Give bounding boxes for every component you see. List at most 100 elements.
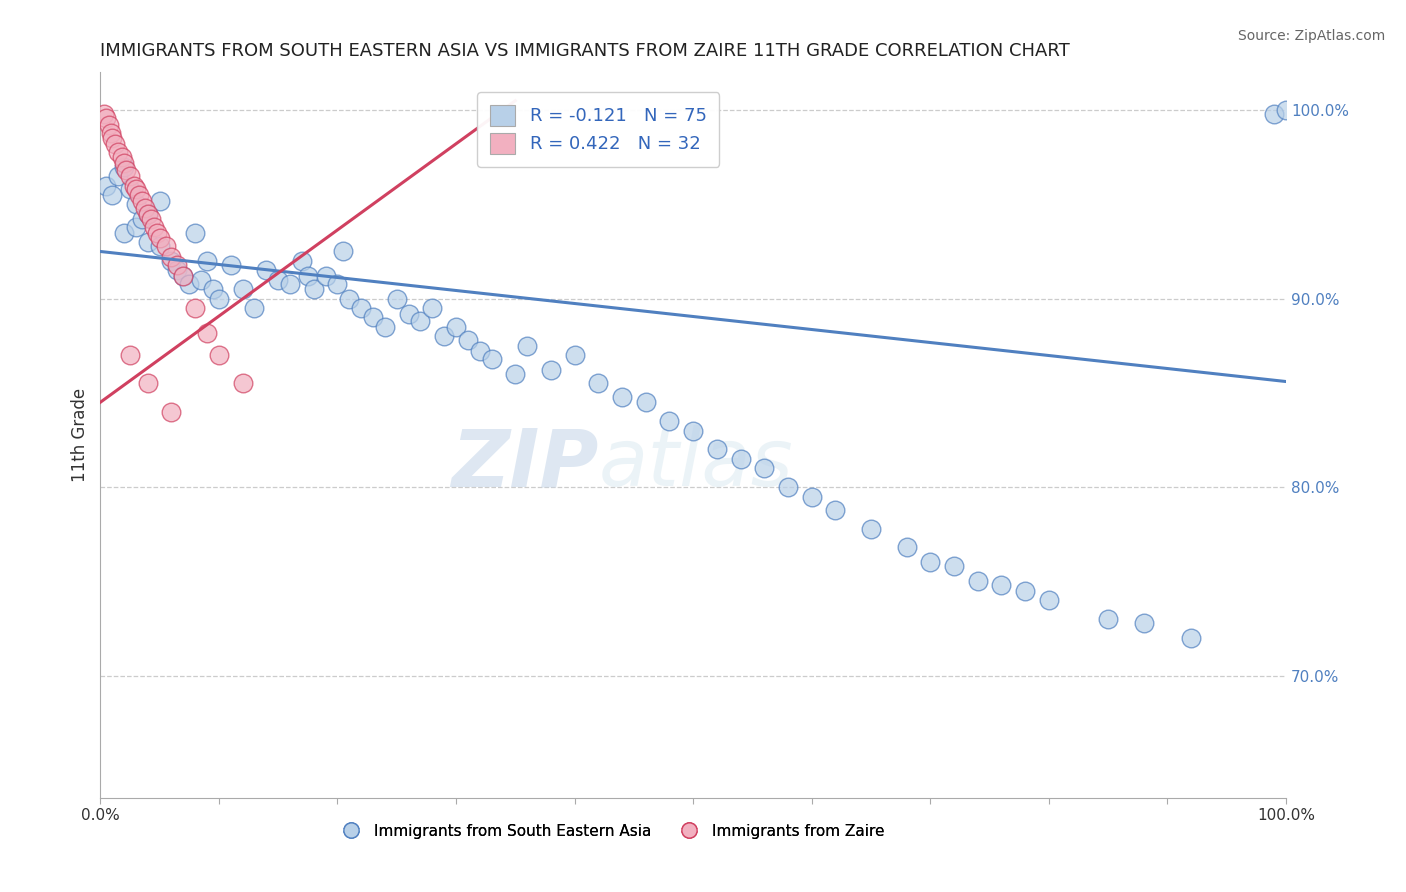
Point <box>136 376 159 391</box>
Point <box>125 182 148 196</box>
Point <box>1097 612 1119 626</box>
Point <box>141 212 163 227</box>
Point <box>350 301 373 315</box>
Point <box>190 273 212 287</box>
Point <box>966 574 988 589</box>
Point <box>101 131 124 145</box>
Point <box>337 292 360 306</box>
Point <box>96 178 118 193</box>
Point <box>1180 631 1202 645</box>
Point <box>278 277 301 291</box>
Point <box>134 201 156 215</box>
Point <box>1014 583 1036 598</box>
Point <box>291 253 314 268</box>
Point <box>409 314 432 328</box>
Point <box>433 329 456 343</box>
Point <box>96 111 118 125</box>
Point <box>195 253 218 268</box>
Point <box>800 490 823 504</box>
Point <box>122 178 145 193</box>
Point <box>254 263 277 277</box>
Point <box>103 136 125 151</box>
Point <box>125 219 148 234</box>
Point <box>208 292 231 306</box>
Point <box>564 348 586 362</box>
Point <box>398 307 420 321</box>
Point <box>754 461 776 475</box>
Point <box>385 292 408 306</box>
Point <box>155 239 177 253</box>
Point <box>149 194 172 208</box>
Legend: Immigrants from South Eastern Asia, Immigrants from Zaire: Immigrants from South Eastern Asia, Immi… <box>329 818 891 845</box>
Point <box>107 169 129 183</box>
Point <box>588 376 610 391</box>
Point <box>131 194 153 208</box>
Point <box>118 348 141 362</box>
Point <box>1275 103 1298 117</box>
Point <box>118 182 141 196</box>
Point <box>219 258 242 272</box>
Point <box>149 231 172 245</box>
Point <box>107 145 129 159</box>
Point <box>610 390 633 404</box>
Point <box>112 160 135 174</box>
Point <box>136 207 159 221</box>
Point <box>1038 593 1060 607</box>
Point <box>730 451 752 466</box>
Point <box>142 219 165 234</box>
Point <box>160 405 183 419</box>
Point <box>146 226 169 240</box>
Point <box>457 333 479 347</box>
Point <box>420 301 443 315</box>
Point <box>315 268 337 283</box>
Point <box>160 250 183 264</box>
Point <box>136 207 159 221</box>
Point <box>444 319 467 334</box>
Point <box>658 414 681 428</box>
Point <box>112 226 135 240</box>
Point <box>184 301 207 315</box>
Point <box>540 363 562 377</box>
Point <box>195 326 218 340</box>
Text: ZIP: ZIP <box>451 425 599 503</box>
Point <box>943 559 966 574</box>
Point <box>201 282 224 296</box>
Text: IMMIGRANTS FROM SOUTH EASTERN ASIA VS IMMIGRANTS FROM ZAIRE 11TH GRADE CORRELATI: IMMIGRANTS FROM SOUTH EASTERN ASIA VS IM… <box>100 42 1070 60</box>
Point <box>115 163 138 178</box>
Point <box>374 319 396 334</box>
Point <box>131 212 153 227</box>
Point <box>332 244 354 259</box>
Point <box>112 156 135 170</box>
Point <box>634 395 657 409</box>
Point <box>208 348 231 362</box>
Point <box>184 226 207 240</box>
Point <box>1263 107 1285 121</box>
Point <box>267 273 290 287</box>
Point <box>1132 615 1154 630</box>
Point <box>160 253 183 268</box>
Point <box>505 367 527 381</box>
Point <box>326 277 349 291</box>
Point <box>232 282 254 296</box>
Point <box>232 376 254 391</box>
Point <box>706 442 728 457</box>
Point <box>297 268 319 283</box>
Point <box>101 188 124 202</box>
Point <box>97 118 120 132</box>
Point <box>361 310 384 325</box>
Point <box>166 258 188 272</box>
Point <box>149 239 172 253</box>
Point <box>302 282 325 296</box>
Point <box>920 556 942 570</box>
Text: Source: ZipAtlas.com: Source: ZipAtlas.com <box>1237 29 1385 43</box>
Text: atlas: atlas <box>599 425 793 503</box>
Point <box>172 268 194 283</box>
Point <box>125 197 148 211</box>
Point <box>111 150 134 164</box>
Point <box>776 480 799 494</box>
Point <box>93 107 115 121</box>
Point <box>172 268 194 283</box>
Point <box>896 541 918 555</box>
Point <box>516 339 538 353</box>
Point <box>243 301 266 315</box>
